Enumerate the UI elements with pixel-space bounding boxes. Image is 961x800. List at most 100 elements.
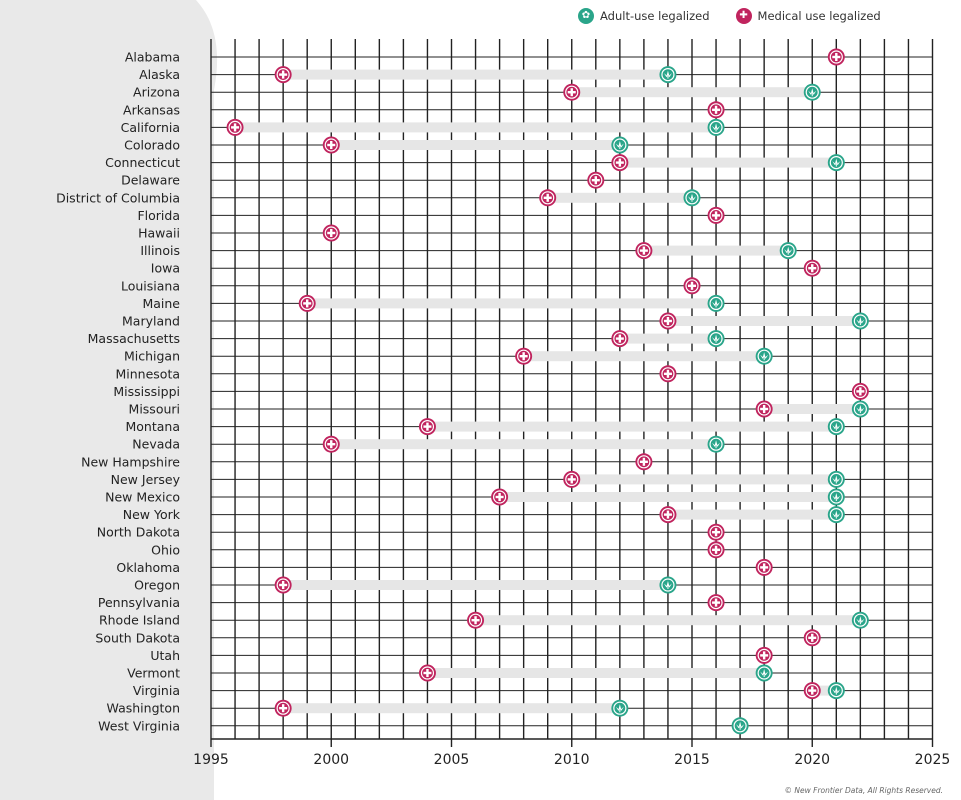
adult-use-marker (611, 699, 629, 717)
medical-use-marker (418, 418, 436, 436)
medical-use-marker (611, 330, 629, 348)
state-row: Michigan (124, 347, 773, 365)
state-label: New York (123, 507, 181, 522)
medical-use-marker (803, 629, 821, 647)
legalization-span-bar (812, 685, 837, 696)
state-label: New Jersey (111, 472, 181, 487)
state-row: Missouri (129, 400, 869, 418)
legalization-span-bar (571, 87, 813, 98)
x-tick-label: 2005 (434, 752, 470, 768)
legalization-span-bar (523, 351, 765, 362)
state-label: Washington (107, 701, 180, 716)
state-row: South Dakota (95, 629, 821, 647)
adult-use-marker (707, 435, 725, 453)
state-label: Connecticut (105, 155, 180, 170)
x-tick-label: 2025 (915, 752, 951, 768)
medical-use-marker (707, 523, 725, 541)
medical-use-marker (683, 277, 701, 295)
state-label: Iowa (151, 261, 180, 276)
state-label: Rhode Island (99, 613, 180, 628)
state-label: Nevada (132, 437, 180, 452)
legalization-span-bar (643, 245, 789, 256)
medical-use-marker (707, 594, 725, 612)
adult-use-marker (827, 682, 845, 700)
medical-use-marker (539, 189, 557, 207)
legalization-span-bar (283, 580, 668, 590)
state-row: Ohio (151, 541, 725, 559)
legalization-span-bar (283, 703, 620, 714)
state-row: West Virginia (98, 717, 749, 735)
state-label: Maryland (122, 314, 180, 329)
copyright-credit: © New Frontier Data, All Rights Reserved… (784, 786, 944, 795)
state-row: Delaware (121, 171, 605, 189)
medical-use-marker (851, 382, 869, 400)
state-row: Connecticut (105, 154, 845, 172)
medical-cross-icon: ✚ (735, 8, 752, 24)
legalization-span-bar (331, 140, 620, 150)
adult-use-marker (755, 347, 773, 365)
medical-use-marker (274, 66, 292, 84)
adult-use-marker (731, 717, 749, 735)
x-tick-label: 2000 (313, 752, 349, 768)
state-label: Michigan (124, 349, 180, 364)
adult-use-marker (779, 242, 797, 260)
state-row: New Jersey (111, 470, 845, 488)
state-row: Minnesota (115, 365, 677, 383)
medical-use-marker (803, 259, 821, 277)
state-row: Montana (126, 418, 845, 436)
medical-use-marker (491, 488, 509, 506)
state-label: Arkansas (123, 102, 180, 117)
state-row: New Hampshire (81, 453, 653, 471)
medical-use-marker (611, 154, 629, 172)
state-label: Florida (137, 208, 180, 223)
medical-use-marker (755, 558, 773, 576)
x-tick-label: 2020 (794, 752, 830, 768)
state-row: Pennsylvania (98, 594, 725, 612)
state-label: South Dakota (95, 630, 180, 645)
medical-use-marker (274, 576, 292, 594)
state-row: Colorado (124, 136, 629, 154)
medical-use-marker (659, 312, 677, 330)
state-label: Pennsylvania (98, 595, 180, 610)
medical-use-marker (563, 83, 581, 101)
medical-use-marker (635, 453, 653, 471)
medical-use-marker (755, 400, 773, 418)
x-axis-ticks: 1995 2000 2005 2010 2015 2020 2025 (193, 739, 950, 768)
medical-use-marker (659, 506, 677, 524)
adult-use-marker (707, 330, 725, 348)
legalization-span-bar (475, 615, 861, 626)
state-row: Maine (142, 294, 725, 312)
legalization-span-bar (427, 668, 765, 678)
state-row: North Dakota (97, 523, 725, 541)
adult-use-marker (827, 470, 845, 488)
legalization-span-bar (764, 404, 861, 414)
state-label: Delaware (121, 173, 180, 188)
medical-use-marker (467, 611, 485, 629)
legalization-span-bar (619, 333, 717, 344)
state-row: Oregon (134, 576, 677, 594)
state-label: Oregon (134, 578, 180, 593)
legalization-span-bar (667, 509, 837, 520)
state-label: West Virginia (98, 718, 180, 733)
adult-use-marker (707, 118, 725, 136)
state-row: Maryland (122, 312, 869, 330)
state-row: Iowa (151, 259, 821, 277)
medical-use-marker (707, 101, 725, 119)
adult-use-marker (659, 576, 677, 594)
state-label: New Mexico (105, 490, 180, 505)
state-label: Illinois (140, 243, 180, 258)
legend-medical: ✚ Medical use legalized (735, 8, 881, 24)
legalization-span-bar (283, 69, 668, 80)
x-tick-label: 1995 (193, 752, 229, 768)
medical-use-marker (635, 242, 653, 260)
medical-use-marker (755, 646, 773, 664)
medical-use-marker (587, 171, 605, 189)
legalization-span-bar (547, 192, 692, 203)
adult-use-marker (659, 66, 677, 84)
adult-use-marker (851, 400, 869, 418)
state-row: Arizona (133, 83, 821, 101)
state-row: New York (123, 506, 845, 524)
medical-use-marker (803, 682, 821, 700)
state-label: California (121, 120, 180, 135)
